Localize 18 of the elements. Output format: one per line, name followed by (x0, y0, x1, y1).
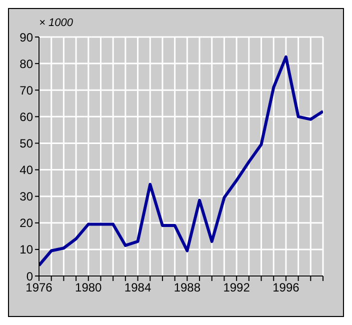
y-tick-label: 10 (20, 242, 34, 257)
x-tick-label: 1996 (272, 280, 300, 295)
x-tick-label: 1988 (174, 280, 201, 295)
y-tick-label: 90 (20, 30, 34, 44)
x-tick-label: 1980 (75, 280, 102, 295)
x-tick-label: 1976 (26, 280, 53, 295)
y-axis-title: × 1000 (39, 17, 73, 29)
y-tick-label: 30 (20, 190, 34, 204)
y-tick-label: 20 (20, 216, 34, 230)
y-tick-label: 80 (20, 56, 34, 71)
x-tick-label: 1984 (124, 280, 152, 295)
y-tick-label: 40 (20, 163, 34, 178)
line-series (39, 55, 323, 267)
y-tick-label: 70 (20, 83, 34, 98)
y-tick-label: 60 (20, 110, 34, 124)
y-tick-label: 50 (20, 136, 34, 150)
x-tick-label: 1992 (223, 280, 250, 295)
y-tick-label: 0 (26, 269, 34, 284)
